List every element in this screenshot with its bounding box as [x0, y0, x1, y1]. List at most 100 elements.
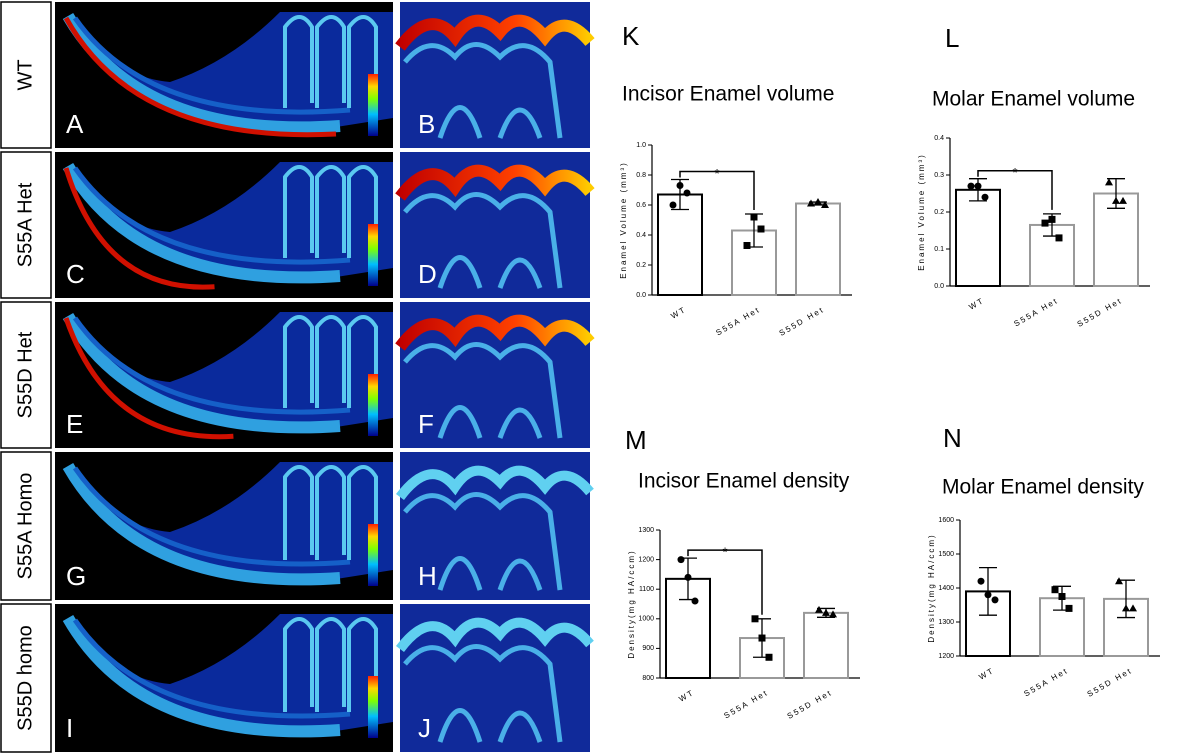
x-tick-label: S55A Het [1022, 666, 1070, 699]
y-tick-label: 1400 [938, 585, 954, 592]
molar-root [283, 617, 314, 712]
data-point [807, 199, 815, 207]
data-point [757, 225, 765, 233]
y-tick-label: 1200 [938, 653, 954, 660]
molar-crown [395, 164, 595, 201]
y-tick-label: 800 [642, 675, 654, 682]
significance-bracket [679, 170, 755, 210]
color-scale [368, 374, 378, 436]
x-tick-label: S55A Het [714, 305, 762, 338]
data-point [1115, 577, 1123, 585]
data-point [1119, 196, 1127, 204]
data-point [984, 591, 992, 599]
data-point [821, 201, 829, 208]
bar [657, 193, 703, 296]
incisor [62, 463, 341, 586]
data-point [677, 556, 685, 564]
chart-title: Molar Enamel volume [932, 88, 1135, 111]
bar [803, 611, 849, 680]
incisor [62, 12, 341, 134]
data-point [1051, 586, 1059, 594]
y-tick-label: 0.3 [934, 172, 944, 179]
data-point [683, 189, 691, 197]
data-point [1112, 196, 1120, 204]
chart-title: Incisor Enamel volume [622, 83, 834, 106]
y-tick-label: 0.6 [636, 202, 646, 209]
y-tick-label: 0.0 [636, 292, 646, 299]
panel-letter: L [945, 23, 959, 53]
color-scale [368, 524, 378, 586]
data-point [822, 608, 830, 616]
significance-label: * [1012, 165, 1017, 180]
molar-root [347, 465, 378, 560]
molar-body [403, 342, 563, 439]
data-point [691, 597, 699, 605]
y-axis-label: Density(mg HA/ccm) [627, 549, 636, 658]
x-tick-label: S55A Het [722, 688, 770, 721]
panel-letter: B [418, 109, 435, 139]
molar-crown [395, 14, 595, 51]
panel-letter: M [625, 425, 647, 455]
data-point [977, 577, 985, 585]
data-point [815, 605, 823, 613]
data-point [1041, 219, 1049, 227]
panel-letter: A [66, 109, 84, 139]
row-label-box [0, 301, 52, 449]
enamel [63, 317, 234, 440]
y-tick-label: 1300 [638, 527, 654, 534]
data-point [669, 201, 677, 209]
x-tick-label: S55D Het [1076, 296, 1124, 329]
enamel [63, 16, 337, 138]
data-point [676, 182, 684, 189]
row-label-box [0, 151, 52, 299]
y-tick-label: 0.8 [636, 172, 646, 179]
data-point [758, 634, 766, 642]
y-tick-label: 0.0 [934, 283, 944, 290]
incisor-pulp [72, 16, 351, 115]
molar-crown [396, 617, 594, 653]
molar-root [347, 15, 378, 108]
y-tick-label: 0.2 [636, 262, 646, 269]
molar-root [315, 617, 346, 712]
molar-crown [396, 465, 594, 501]
molar-root [315, 465, 346, 560]
row-label-box [0, 1, 52, 149]
panel-letter: J [418, 713, 431, 743]
molar-root [283, 465, 314, 560]
molar-root [347, 315, 378, 408]
row-label-box [0, 603, 52, 753]
row-label: S55A Het [14, 182, 36, 267]
molar-root [315, 315, 346, 408]
significance-label: * [714, 166, 719, 181]
data-point [829, 610, 837, 618]
y-tick-label: 1200 [638, 556, 654, 563]
molar-body [403, 192, 563, 289]
x-tick-label: S55D Het [1086, 666, 1134, 699]
molar-crown [395, 314, 595, 351]
x-tick-label: WT [669, 305, 688, 321]
data-point [1129, 604, 1137, 612]
molar-root [283, 165, 314, 258]
y-tick-label: 0.1 [934, 246, 944, 253]
data-point [814, 198, 822, 205]
color-scale [368, 676, 378, 738]
row-label: S55A Homo [14, 473, 36, 580]
bar [955, 188, 1001, 287]
significance-label: * [722, 545, 727, 560]
incisor-pulp [72, 166, 351, 265]
data-point [1055, 234, 1063, 242]
y-tick-label: 1100 [639, 586, 654, 593]
y-tick-label: 900 [642, 645, 654, 652]
panel-letter: E [66, 409, 83, 439]
y-tick-label: 1300 [938, 619, 954, 626]
panel-letter: D [418, 259, 437, 289]
y-tick-label: 0.4 [636, 232, 646, 239]
y-tick-label: 1500 [938, 551, 954, 558]
y-tick-label: 0.4 [934, 135, 944, 142]
molar-root [283, 315, 314, 408]
data-point [1048, 215, 1056, 223]
data-point [967, 182, 975, 190]
panel-letter: K [622, 21, 640, 51]
row-label: WT [14, 59, 36, 90]
